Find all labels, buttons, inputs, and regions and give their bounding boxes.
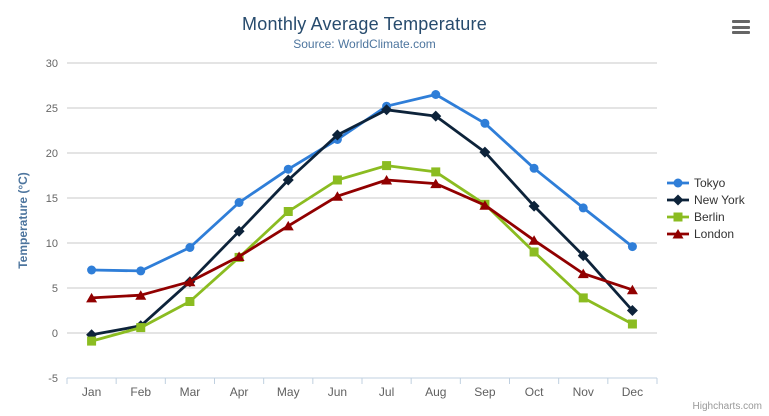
x-tick-label: Jun bbox=[328, 385, 347, 399]
series-line[interactable] bbox=[90, 178, 634, 300]
data-point-triangle-marker[interactable] bbox=[528, 235, 540, 245]
x-tick-label: Nov bbox=[573, 385, 594, 399]
legend-item-new-york[interactable]: New York bbox=[667, 191, 745, 208]
data-point-triangle-marker[interactable] bbox=[135, 290, 147, 300]
legend-diamond-symbol bbox=[667, 194, 689, 205]
hamburger-bar bbox=[732, 25, 750, 29]
legend-circle-symbol bbox=[667, 178, 689, 187]
data-point-triangle-marker[interactable] bbox=[381, 175, 393, 185]
x-tick-label: Feb bbox=[130, 385, 151, 399]
data-point-circle-marker[interactable] bbox=[234, 198, 244, 207]
data-point-triangle-marker[interactable] bbox=[233, 251, 245, 262]
legend-item-label: Berlin bbox=[694, 209, 725, 224]
data-point-square-marker[interactable] bbox=[382, 161, 392, 171]
data-point-square-marker[interactable] bbox=[578, 293, 588, 303]
legend-square-symbol bbox=[667, 212, 689, 221]
data-point-diamond-marker bbox=[672, 194, 684, 205]
series-london[interactable] bbox=[86, 175, 638, 303]
data-point-circle-marker[interactable] bbox=[578, 203, 588, 213]
data-point-diamond-marker[interactable] bbox=[577, 250, 589, 262]
x-tick-label: Apr bbox=[230, 385, 249, 399]
hamburger-bar bbox=[732, 31, 750, 34]
data-point-diamond-marker[interactable] bbox=[331, 129, 343, 141]
legend-item-label: London bbox=[694, 226, 735, 241]
data-point-square-marker[interactable] bbox=[332, 175, 342, 185]
y-tick-label: 15 bbox=[46, 193, 58, 205]
data-point-square-marker bbox=[673, 212, 683, 221]
data-point-triangle-marker[interactable] bbox=[86, 292, 98, 303]
data-point-circle-marker[interactable] bbox=[185, 243, 195, 252]
data-point-circle-marker[interactable] bbox=[480, 118, 490, 128]
data-point-square-marker[interactable] bbox=[136, 323, 146, 333]
chart-subtitle: Source: WorldClimate.com bbox=[293, 37, 436, 51]
data-point-square-marker[interactable] bbox=[529, 247, 539, 257]
legend-item-tokyo[interactable]: Tokyo bbox=[667, 174, 745, 191]
data-point-square-marker[interactable] bbox=[283, 207, 293, 216]
data-point-circle-marker[interactable] bbox=[283, 164, 293, 174]
credits-link[interactable]: Highcharts.com bbox=[692, 401, 762, 412]
x-tick-label: Jul bbox=[379, 385, 394, 399]
data-point-square-marker[interactable] bbox=[431, 167, 441, 177]
legend: Tokyo New York Berlin London bbox=[667, 174, 745, 242]
data-point-circle-marker bbox=[673, 178, 683, 187]
data-point-circle-marker[interactable] bbox=[431, 90, 441, 99]
data-point-square-marker[interactable] bbox=[87, 336, 97, 346]
x-tick-label: Oct bbox=[525, 385, 544, 399]
data-point-triangle-marker bbox=[672, 228, 684, 238]
hamburger-bar bbox=[732, 20, 750, 23]
data-point-triangle-marker[interactable] bbox=[577, 268, 589, 279]
data-point-triangle-marker[interactable] bbox=[184, 276, 196, 287]
x-tick-label: Mar bbox=[180, 385, 201, 399]
data-point-diamond-marker[interactable] bbox=[479, 146, 491, 158]
data-point-triangle-marker[interactable] bbox=[331, 191, 343, 201]
y-axis-title: Temperature (°C) bbox=[16, 172, 30, 269]
data-point-diamond-marker[interactable] bbox=[528, 200, 540, 212]
data-point-square-marker[interactable] bbox=[627, 319, 637, 329]
data-point-circle-marker[interactable] bbox=[627, 242, 637, 252]
legend-item-label: Tokyo bbox=[694, 175, 726, 190]
y-tick-label: 10 bbox=[46, 238, 58, 250]
data-point-triangle-marker[interactable] bbox=[479, 200, 491, 210]
data-point-diamond-marker[interactable] bbox=[282, 174, 294, 186]
data-point-circle-marker[interactable] bbox=[136, 266, 146, 276]
y-tick-label: 20 bbox=[46, 148, 58, 160]
data-point-diamond-marker[interactable] bbox=[626, 305, 638, 316]
series-line[interactable] bbox=[90, 108, 634, 337]
data-point-triangle-marker[interactable] bbox=[430, 178, 442, 189]
series-new-york[interactable] bbox=[86, 104, 638, 341]
legend-item-berlin[interactable]: Berlin bbox=[667, 208, 745, 225]
data-point-square-marker[interactable] bbox=[185, 297, 195, 306]
series-line[interactable] bbox=[90, 164, 634, 343]
hamburger-menu-icon[interactable] bbox=[732, 20, 750, 34]
y-tick-label: -5 bbox=[48, 373, 58, 385]
y-tick-label: 30 bbox=[46, 58, 58, 70]
legend-item-label: New York bbox=[694, 192, 745, 207]
legend-triangle-symbol bbox=[667, 228, 689, 238]
y-tick-label: 25 bbox=[46, 103, 58, 115]
x-tick-label: Dec bbox=[622, 385, 643, 399]
data-point-triangle-marker[interactable] bbox=[626, 284, 638, 295]
data-point-diamond-marker[interactable] bbox=[430, 110, 442, 122]
y-tick-label: 0 bbox=[52, 328, 58, 340]
y-tick-label: 5 bbox=[52, 283, 58, 295]
x-tick-label: Sep bbox=[474, 385, 496, 399]
chart-title: Monthly Average Temperature bbox=[242, 14, 487, 34]
legend-item-london[interactable]: London bbox=[667, 225, 745, 242]
x-tick-label: May bbox=[277, 385, 300, 399]
series-tokyo[interactable] bbox=[87, 90, 637, 276]
data-point-circle-marker[interactable] bbox=[529, 163, 539, 173]
data-point-diamond-marker[interactable] bbox=[233, 225, 245, 237]
x-tick-label: Aug bbox=[425, 385, 446, 399]
data-point-triangle-marker[interactable] bbox=[282, 220, 294, 231]
data-point-diamond-marker[interactable] bbox=[381, 104, 393, 116]
x-tick-label: Jan bbox=[82, 385, 101, 399]
data-point-circle-marker[interactable] bbox=[87, 265, 97, 275]
